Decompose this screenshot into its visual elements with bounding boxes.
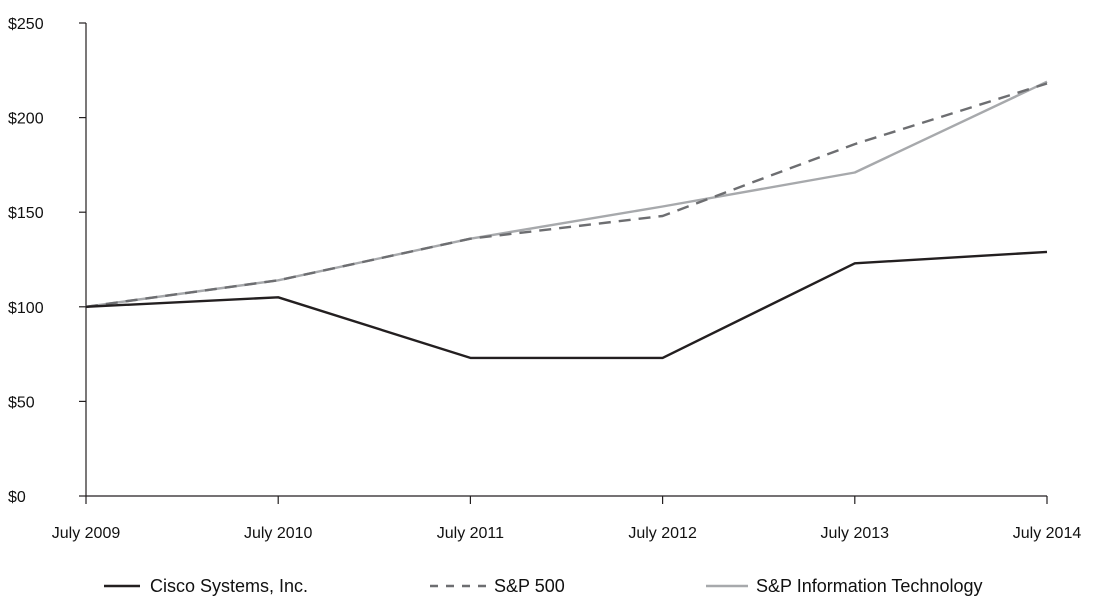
- y-tick-label: $250: [8, 16, 44, 33]
- y-tick-label: $150: [8, 205, 44, 222]
- series-line-s-p-500: [85, 82, 1048, 308]
- series-line-s-p-information-technology: [85, 80, 1048, 308]
- y-tick-label: $200: [8, 111, 44, 128]
- y-tick-label: $50: [8, 394, 35, 411]
- legend-label-s-p-500: S&P 500: [494, 576, 565, 596]
- x-tick-label: July 2009: [52, 525, 121, 542]
- x-tick-label: July 2012: [628, 525, 697, 542]
- legend-label-cisco-systems-inc: Cisco Systems, Inc.: [150, 576, 308, 596]
- y-ticks: $0 $50 $100 $150 $200 $250: [8, 16, 86, 506]
- legend: Cisco Systems, Inc. S&P 500 S&P Informatio…: [104, 576, 982, 596]
- series-line-cisco-systems-inc: [85, 250, 1048, 360]
- y-tick-label: $0: [8, 489, 26, 506]
- x-tick-label: July 2010: [244, 525, 313, 542]
- x-tick-label: July 2011: [437, 525, 504, 542]
- x-tick-label: July 2014: [1013, 525, 1082, 542]
- series-lines: [85, 80, 1048, 360]
- x-tick-label: July 2013: [821, 525, 890, 542]
- y-tick-label: $100: [8, 300, 44, 317]
- legend-label-s-p-information-technology: S&P Information Technology: [756, 576, 982, 596]
- x-ticks: July 2009 July 2010 July 2011 July 2012 July…: [52, 496, 1082, 542]
- axes: [85, 23, 1047, 497]
